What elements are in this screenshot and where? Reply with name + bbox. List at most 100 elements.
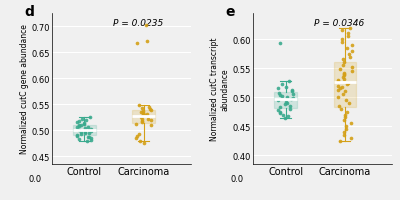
Point xyxy=(85,126,91,129)
Point xyxy=(138,111,144,114)
Point xyxy=(348,50,355,53)
Point xyxy=(280,113,286,117)
Point xyxy=(340,93,347,96)
Point xyxy=(342,90,348,93)
Point xyxy=(344,47,350,50)
Point xyxy=(78,133,84,136)
Point xyxy=(88,130,94,133)
Point xyxy=(340,76,346,79)
Point xyxy=(88,139,94,142)
Point xyxy=(139,107,146,110)
Point xyxy=(279,83,285,87)
Point xyxy=(275,99,281,102)
Point xyxy=(283,102,290,105)
Point xyxy=(141,141,147,144)
Point xyxy=(345,35,351,39)
PathPatch shape xyxy=(334,62,356,107)
Point xyxy=(145,106,152,109)
Point xyxy=(277,42,284,46)
Point xyxy=(348,136,354,140)
Point xyxy=(288,98,294,102)
Point xyxy=(286,80,292,83)
Point xyxy=(335,80,342,83)
Point xyxy=(138,116,144,119)
Point xyxy=(88,128,94,131)
Point xyxy=(336,105,342,108)
Point xyxy=(82,127,88,130)
Y-axis label: Normalized cutC gene abundance: Normalized cutC gene abundance xyxy=(20,24,29,154)
Point xyxy=(337,87,344,91)
Point xyxy=(82,130,88,134)
Point xyxy=(75,138,82,141)
Text: 0.0: 0.0 xyxy=(29,174,42,183)
Point xyxy=(142,24,149,27)
Point xyxy=(348,122,354,125)
Point xyxy=(341,119,347,122)
Point xyxy=(287,105,293,108)
Y-axis label: Normalized cutC transcript
abundance: Normalized cutC transcript abundance xyxy=(210,38,230,140)
Point xyxy=(340,59,346,62)
Point xyxy=(78,131,84,134)
Point xyxy=(345,82,352,85)
Point xyxy=(346,53,352,56)
Point xyxy=(135,104,142,107)
Point xyxy=(286,108,293,111)
Point xyxy=(76,129,82,132)
Point xyxy=(342,116,348,119)
Point xyxy=(85,132,92,135)
Point xyxy=(338,30,345,33)
Point xyxy=(88,137,95,140)
Point xyxy=(338,108,344,111)
Point xyxy=(340,72,347,75)
Point xyxy=(148,109,154,112)
Point xyxy=(341,134,348,137)
Point xyxy=(346,27,353,30)
Point xyxy=(338,86,345,89)
Point xyxy=(290,93,296,96)
Point xyxy=(133,137,140,140)
Point xyxy=(340,64,346,68)
Point xyxy=(148,118,154,122)
Point xyxy=(289,89,295,92)
Point xyxy=(335,89,341,92)
Point xyxy=(340,73,347,76)
Point xyxy=(337,68,343,72)
Point xyxy=(339,41,346,44)
Text: 0.0: 0.0 xyxy=(230,174,243,183)
PathPatch shape xyxy=(274,92,297,108)
Point xyxy=(275,87,282,91)
Point xyxy=(289,97,296,100)
Point xyxy=(283,101,289,104)
Point xyxy=(335,96,341,99)
Point xyxy=(144,40,150,43)
Point xyxy=(74,126,80,129)
Point xyxy=(289,90,295,93)
Text: e: e xyxy=(226,5,235,19)
Point xyxy=(344,83,350,87)
Point xyxy=(349,66,356,69)
Point xyxy=(148,124,154,127)
Point xyxy=(342,113,348,117)
Point xyxy=(277,94,283,98)
Point xyxy=(74,121,80,124)
Point xyxy=(139,119,145,123)
Point xyxy=(74,134,80,137)
Point xyxy=(343,125,350,128)
Point xyxy=(346,56,353,59)
Point xyxy=(85,136,92,139)
Point xyxy=(83,118,89,122)
Point xyxy=(275,109,282,112)
Point xyxy=(337,139,344,143)
Point xyxy=(87,116,93,119)
Point xyxy=(282,117,288,120)
Point xyxy=(133,123,140,126)
Point xyxy=(134,135,140,138)
Point xyxy=(284,96,290,99)
Point xyxy=(86,128,92,131)
PathPatch shape xyxy=(132,110,155,123)
Point xyxy=(334,85,341,88)
Point xyxy=(85,136,91,139)
Point xyxy=(74,135,80,138)
Point xyxy=(81,122,87,125)
Point xyxy=(81,123,88,126)
